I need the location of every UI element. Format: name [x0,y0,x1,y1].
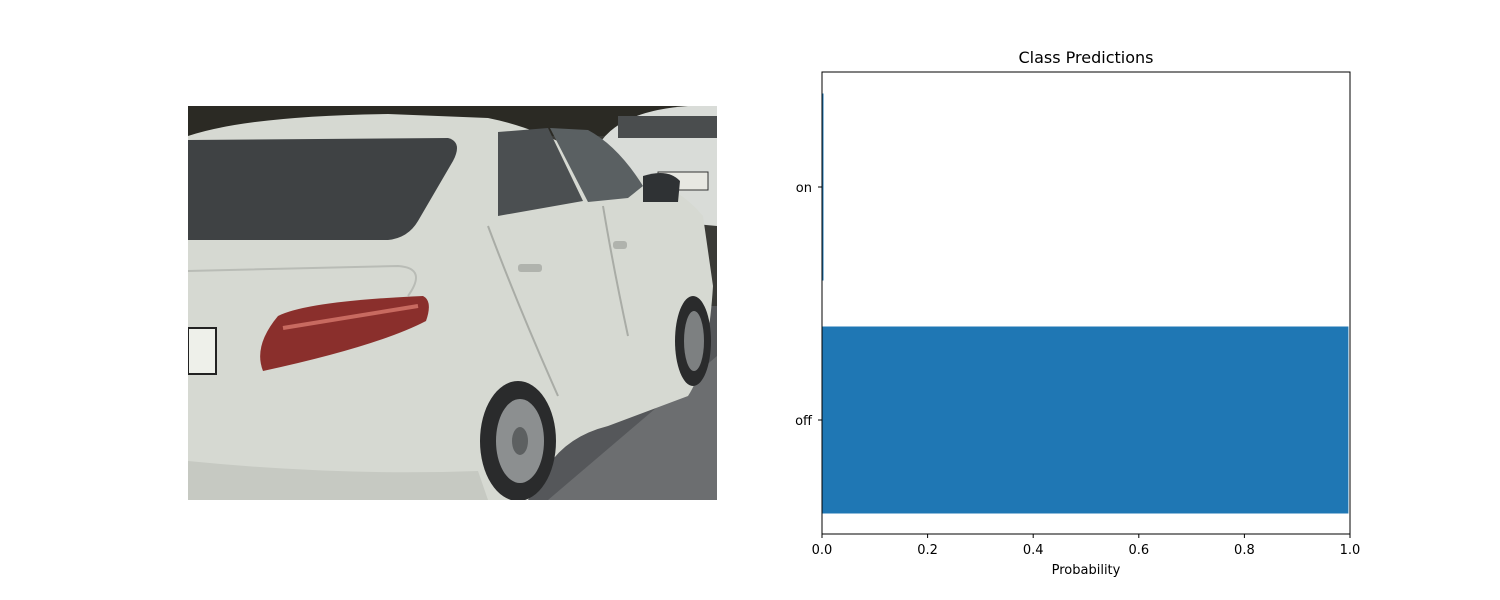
plot-frame [821,71,1351,535]
y-tick-label-off: off [795,414,813,429]
bar-off [822,326,1349,514]
bar-on [822,93,824,281]
x-tick-label: 0.0 [812,543,833,558]
y-tick-label-on: on [796,181,812,196]
x-tick-label: 0.6 [1128,543,1149,558]
x-tick-label: 0.8 [1234,543,1255,558]
tail-light [260,296,429,371]
rear-window [188,138,457,240]
x-tick-label: 0.4 [1023,543,1044,558]
chart-title: Class Predictions [1019,48,1154,67]
x-tick-label: 1.0 [1340,543,1361,558]
x-axis-label: Probability [1052,563,1121,578]
car-photo-illustration [188,106,717,500]
x-tick-label: 0.2 [917,543,938,558]
input-image [188,106,717,500]
